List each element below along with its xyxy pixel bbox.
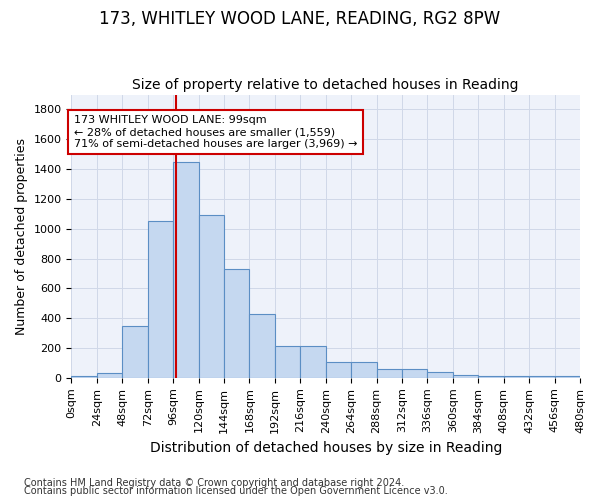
Text: 173, WHITLEY WOOD LANE, READING, RG2 8PW: 173, WHITLEY WOOD LANE, READING, RG2 8PW [100,10,500,28]
Bar [326,362,351,378]
Bar [71,376,97,378]
Bar [275,346,300,378]
Bar [529,376,554,378]
Bar [122,326,148,378]
Bar [351,362,377,378]
Bar [224,269,250,378]
Bar [402,369,427,378]
Text: 173 WHITLEY WOOD LANE: 99sqm
← 28% of detached houses are smaller (1,559)
71% of: 173 WHITLEY WOOD LANE: 99sqm ← 28% of de… [74,116,357,148]
Y-axis label: Number of detached properties: Number of detached properties [15,138,28,334]
Bar [453,375,478,378]
Text: Contains HM Land Registry data © Crown copyright and database right 2024.: Contains HM Land Registry data © Crown c… [24,478,404,488]
Bar [554,376,580,378]
Title: Size of property relative to detached houses in Reading: Size of property relative to detached ho… [133,78,519,92]
Bar [250,314,275,378]
X-axis label: Distribution of detached houses by size in Reading: Distribution of detached houses by size … [149,441,502,455]
Bar [427,372,453,378]
Bar [478,376,504,378]
Bar [148,222,173,378]
Bar [300,346,326,378]
Bar [199,216,224,378]
Text: Contains public sector information licensed under the Open Government Licence v3: Contains public sector information licen… [24,486,448,496]
Bar [504,376,529,378]
Bar [97,374,122,378]
Bar [377,369,402,378]
Bar [173,162,199,378]
